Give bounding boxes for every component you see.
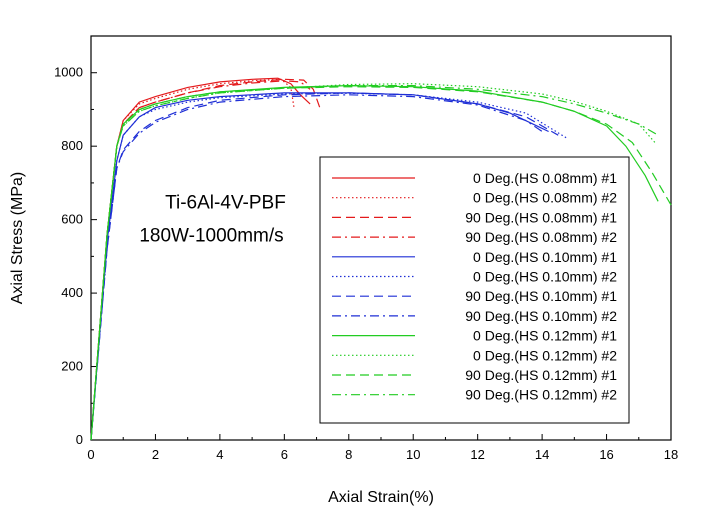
y-tick-label: 1000 <box>54 65 83 80</box>
series-line-8 <box>90 94 543 441</box>
legend-label-1: 0 Deg.(HS 0.08mm) #1 <box>473 170 617 186</box>
legend-label-3: 90 Deg.(HS 0.08mm) #1 <box>465 209 617 225</box>
y-tick-label: 200 <box>61 359 83 374</box>
x-tick-label: 0 <box>87 447 94 462</box>
x-tick-label: 12 <box>470 447 484 462</box>
legend-label-10: 0 Deg.(HS 0.12mm) #2 <box>473 347 617 363</box>
y-tick-label: 800 <box>61 138 83 153</box>
annotation-material: Ti-6Al-4V-PBF <box>165 193 286 214</box>
x-tick-label: 10 <box>406 447 420 462</box>
legend-label-8: 90 Deg.(HS 0.10mm) #2 <box>465 308 617 324</box>
y-axis-title: Axial Stress (MPa) <box>9 172 26 304</box>
x-tick-label: 2 <box>152 447 159 462</box>
x-axis-ticks: 0 2 4 6 8 10 12 14 16 18 <box>87 434 678 462</box>
x-tick-label: 18 <box>664 447 678 462</box>
series-line-6 <box>90 92 569 441</box>
x-tick-label: 14 <box>535 447 549 462</box>
y-tick-label: 0 <box>76 432 83 447</box>
legend-label-12: 90 Deg.(HS 0.12mm) #2 <box>465 387 617 403</box>
series-lines <box>90 77 672 441</box>
y-tick-label: 600 <box>61 212 83 227</box>
x-tick-label: 4 <box>216 447 223 462</box>
x-tick-label: 16 <box>599 447 613 462</box>
series-line-7 <box>90 92 559 441</box>
legend-box <box>319 156 630 424</box>
legend-label-9: 0 Deg.(HS 0.12mm) #1 <box>473 328 617 344</box>
series-line-12 <box>90 85 659 441</box>
legend-label-6: 0 Deg.(HS 0.10mm) #2 <box>473 269 617 285</box>
legend-label-11: 90 Deg.(HS 0.12mm) #1 <box>465 367 617 383</box>
legend-label-4: 90 Deg.(HS 0.08mm) #2 <box>465 229 617 245</box>
legend-label-7: 90 Deg.(HS 0.10mm) #1 <box>465 288 617 304</box>
y-tick-label: 400 <box>61 285 83 300</box>
x-tick-label: 8 <box>345 447 352 462</box>
legend: 0 Deg.(HS 0.08mm) #1 0 Deg.(HS 0.08mm) #2… <box>319 156 630 424</box>
y-axis-ticks: 0 200 400 600 800 1000 <box>54 65 97 447</box>
x-tick-label: 6 <box>281 447 288 462</box>
annotation-process: 180W-1000mm/s <box>139 226 283 247</box>
legend-label-2: 0 Deg.(HS 0.08mm) #2 <box>473 190 617 206</box>
series-line-1 <box>90 77 311 441</box>
x-axis-title: Axial Strain(%) <box>328 489 434 506</box>
legend-label-5: 0 Deg.(HS 0.10mm) #1 <box>473 249 617 265</box>
